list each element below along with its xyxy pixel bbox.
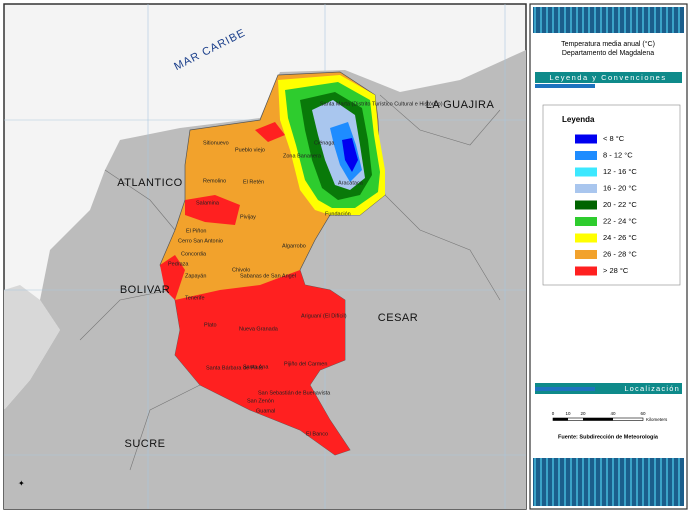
region-label: LA GUAJIRA [426, 99, 495, 111]
town-label: Ciénaga [314, 140, 335, 146]
hot-zone [175, 270, 350, 455]
town-label: Concordia [181, 251, 207, 257]
legend-label: < 8 °C [603, 134, 625, 143]
town-label: Algarrobo [282, 243, 306, 249]
town-label: Ariguaní (El Difícil) [301, 313, 347, 319]
town-label: San Zenón [247, 398, 274, 404]
legend-swatch [575, 151, 597, 160]
legend-label: > 28 °C [603, 266, 629, 275]
town-label: Salamina [196, 200, 220, 206]
hot-zone [185, 195, 240, 225]
location-header-bar [535, 383, 682, 394]
town-label: Santa Marta (Distrito Turístico Cultural… [320, 101, 443, 107]
region-label: CESAR [378, 312, 418, 324]
town-label: Pijiño del Carmen [284, 361, 327, 367]
town-label: Pivijay [240, 214, 256, 220]
region-label: BOLIVAR [120, 284, 170, 296]
banner-image [533, 7, 684, 33]
legend-header-bar [535, 72, 682, 83]
scale-tick-label: 60 [640, 411, 646, 416]
mountain-zone [342, 138, 358, 172]
town-label: Nueva Granada [239, 326, 279, 332]
town-label: El Retén [243, 179, 264, 185]
location-header: Localización [624, 384, 680, 393]
panel-subtitle: Departamento del Magdalena [562, 50, 654, 57]
region-label: ATLANTICO [117, 177, 182, 189]
town-label: El Piñon [186, 228, 207, 234]
hot-zone [160, 255, 185, 300]
town-label: Sitionuevo [203, 140, 229, 146]
legend-swatch [575, 134, 597, 144]
header-accent [535, 387, 595, 391]
region-label: SUCRE [124, 438, 165, 450]
legend-label: 12 - 16 °C [603, 167, 637, 176]
panel-title: Temperatura media anual (°C) [561, 40, 655, 48]
town-label: El Banco [306, 431, 328, 437]
compass: ✦ [18, 479, 25, 488]
legend-swatch [575, 167, 597, 177]
legend-box [542, 104, 681, 286]
town-label: Remolino [203, 178, 226, 184]
legend-swatch [575, 217, 597, 226]
town-label: Fundación [325, 211, 351, 217]
town-label: Zona Bananera [283, 153, 322, 159]
town-label: Cerro San Antonio [178, 238, 223, 244]
town-label: Pueblo viejo [235, 147, 265, 153]
legend-swatch [575, 184, 597, 193]
town-label: Sabanas de San Angel [240, 273, 296, 279]
swamp-area [4, 285, 60, 410]
legend: < 8 °C 8 - 12 °C 12 - 16 °C 16 - 20 °C 20 - … [575, 134, 637, 276]
legend-swatch [575, 266, 597, 276]
town-label: Guamal [256, 408, 275, 414]
town-label: Plato [204, 322, 217, 328]
legend-label: 20 - 22 °C [603, 200, 637, 209]
header-accent [535, 84, 595, 88]
borders [79, 94, 501, 471]
legend-label: 22 - 24 °C [603, 216, 637, 225]
town-label: Tenerife [185, 295, 205, 301]
legend-header: Leyenda y Convenciones [549, 73, 666, 82]
town-label: Chivolo [232, 267, 250, 273]
legend-label: 8 - 12 °C [603, 150, 633, 159]
town-label: Pedraza [168, 261, 189, 267]
legend-label: 24 - 26 °C [603, 233, 637, 242]
source: Fuente: Subdirección de Meteorología [558, 434, 659, 440]
legend-label: 16 - 20 °C [603, 183, 637, 192]
town-label: Zapayán [185, 273, 206, 279]
footer-image [533, 458, 684, 506]
legend-swatch [575, 200, 597, 210]
hot-zone [255, 122, 285, 142]
scale-tick-label: 20 [580, 411, 586, 416]
legend-title: Leyenda [562, 115, 595, 124]
scale-tick-label: 0 [552, 411, 555, 416]
town-label: Santa Ana [243, 364, 269, 370]
town-label: San Sebastián de Buenavista [258, 390, 331, 396]
town-label: Aracataca [338, 180, 364, 186]
legend-label: 26 - 28 °C [603, 249, 637, 258]
scale-tick-label: 10 [565, 411, 571, 416]
scale-unit: Kilometers [646, 417, 668, 422]
legend-swatch [575, 233, 597, 243]
town-label: Santa Bárbara de Pinto [206, 365, 263, 371]
legend-swatch [575, 250, 597, 259]
scale-tick-label: 40 [610, 411, 616, 416]
